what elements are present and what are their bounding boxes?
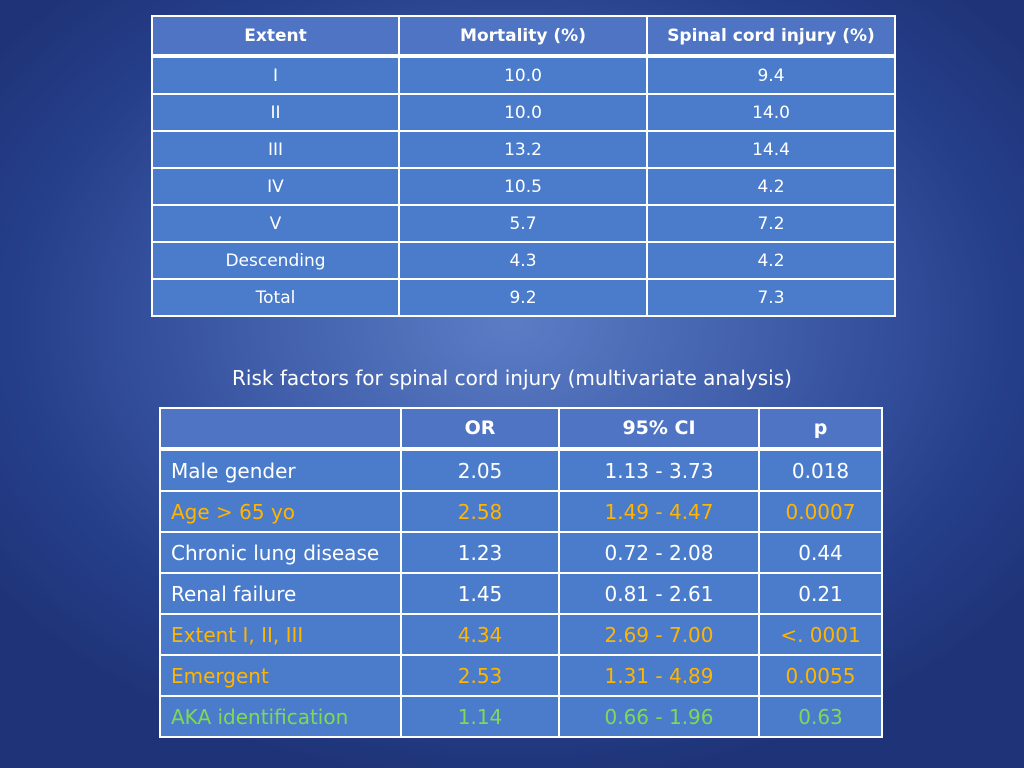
cell-ci: 1.31 - 4.89 — [558, 654, 760, 697]
cell-or: 1.14 — [400, 695, 560, 738]
table-row: V 5.7 7.2 — [151, 204, 896, 243]
cell-or: 4.34 — [400, 613, 560, 656]
cell-p: 0.0055 — [758, 654, 883, 697]
cell-sci: 4.2 — [646, 167, 896, 206]
cell-or: 2.53 — [400, 654, 560, 697]
cell-ci: 0.72 - 2.08 — [558, 531, 760, 574]
cell-or: 1.23 — [400, 531, 560, 574]
cell-sci: 14.0 — [646, 93, 896, 132]
cell-mortality: 10.0 — [398, 93, 648, 132]
table-row: II 10.0 14.0 — [151, 93, 896, 132]
header-extent: Extent — [151, 15, 400, 58]
cell-mortality: 10.0 — [398, 55, 648, 95]
header-spinal-cord-injury: Spinal cord injury (%) — [646, 15, 896, 58]
cell-factor: Age > 65 yo — [159, 490, 402, 533]
cell-extent: IV — [151, 167, 400, 206]
cell-or: 2.58 — [400, 490, 560, 533]
header-p: p — [758, 407, 883, 451]
table-row: Renal failure 1.45 0.81 - 2.61 0.21 — [159, 572, 883, 615]
cell-ci: 0.81 - 2.61 — [558, 572, 760, 615]
cell-factor: Male gender — [159, 448, 402, 492]
header-ci: 95% CI — [558, 407, 760, 451]
cell-extent: II — [151, 93, 400, 132]
cell-factor: Emergent — [159, 654, 402, 697]
cell-ci: 1.13 - 3.73 — [558, 448, 760, 492]
cell-extent: Total — [151, 278, 400, 317]
table-row: III 13.2 14.4 — [151, 130, 896, 169]
cell-extent: V — [151, 204, 400, 243]
cell-sci: 9.4 — [646, 55, 896, 95]
cell-p: 0.63 — [758, 695, 883, 738]
table-header-row: Extent Mortality (%) Spinal cord injury … — [151, 15, 896, 58]
cell-mortality: 4.3 — [398, 241, 648, 280]
cell-p: 0.21 — [758, 572, 883, 615]
cell-sci: 4.2 — [646, 241, 896, 280]
risk-factors-table: OR 95% CI p Male gender 2.05 1.13 - 3.73… — [159, 407, 883, 738]
cell-mortality: 9.2 — [398, 278, 648, 317]
table-row: I 10.0 9.4 — [151, 55, 896, 95]
cell-factor: Extent I, II, III — [159, 613, 402, 656]
table-header-row: OR 95% CI p — [159, 407, 883, 451]
cell-factor: Renal failure — [159, 572, 402, 615]
cell-factor: Chronic lung disease — [159, 531, 402, 574]
extent-outcomes-table: Extent Mortality (%) Spinal cord injury … — [151, 15, 896, 317]
cell-sci: 14.4 — [646, 130, 896, 169]
cell-mortality: 5.7 — [398, 204, 648, 243]
cell-sci: 7.2 — [646, 204, 896, 243]
cell-factor: AKA identification — [159, 695, 402, 738]
cell-ci: 0.66 - 1.96 — [558, 695, 760, 738]
cell-mortality: 13.2 — [398, 130, 648, 169]
cell-sci: 7.3 — [646, 278, 896, 317]
cell-extent: Descending — [151, 241, 400, 280]
cell-p: 0.44 — [758, 531, 883, 574]
table-row: Age > 65 yo 2.58 1.49 - 4.47 0.0007 — [159, 490, 883, 533]
cell-extent: I — [151, 55, 400, 95]
cell-ci: 2.69 - 7.00 — [558, 613, 760, 656]
cell-p: 0.018 — [758, 448, 883, 492]
header-factor — [159, 407, 402, 451]
cell-p: <. 0001 — [758, 613, 883, 656]
header-or: OR — [400, 407, 560, 451]
cell-p: 0.0007 — [758, 490, 883, 533]
cell-extent: III — [151, 130, 400, 169]
table-row: Extent I, II, III 4.34 2.69 - 7.00 <. 00… — [159, 613, 883, 656]
cell-mortality: 10.5 — [398, 167, 648, 206]
table-row: Male gender 2.05 1.13 - 3.73 0.018 — [159, 448, 883, 492]
table-row: IV 10.5 4.2 — [151, 167, 896, 206]
table-row: Total 9.2 7.3 — [151, 278, 896, 317]
header-mortality: Mortality (%) — [398, 15, 648, 58]
cell-ci: 1.49 - 4.47 — [558, 490, 760, 533]
cell-or: 2.05 — [400, 448, 560, 492]
table-row: AKA identification 1.14 0.66 - 1.96 0.63 — [159, 695, 883, 738]
table-row: Emergent 2.53 1.31 - 4.89 0.0055 — [159, 654, 883, 697]
table-row: Descending 4.3 4.2 — [151, 241, 896, 280]
table-row: Chronic lung disease 1.23 0.72 - 2.08 0.… — [159, 531, 883, 574]
risk-factors-caption: Risk factors for spinal cord injury (mul… — [232, 366, 792, 390]
cell-or: 1.45 — [400, 572, 560, 615]
